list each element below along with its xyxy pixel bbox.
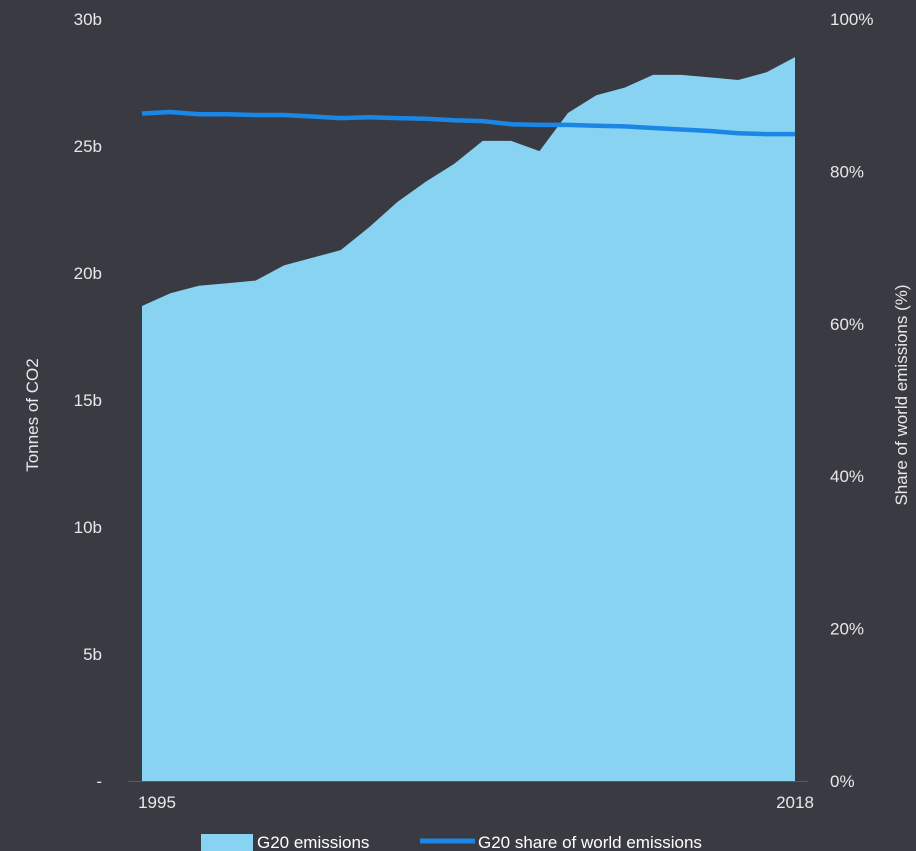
right-tick-label: 100% [830, 10, 873, 29]
legend-label-area: G20 emissions [257, 833, 369, 851]
right-tick-label: 0% [830, 772, 855, 791]
right-axis-title: Share of world emissions (%) [892, 284, 911, 505]
series-area-g20-emissions [142, 57, 795, 782]
legend-label-line: G20 share of world emissions [478, 833, 702, 851]
right-tick-label: 60% [830, 315, 864, 334]
legend: G20 emissions G20 share of world emissio… [201, 833, 702, 851]
right-tick-label: 40% [830, 467, 864, 486]
left-tick-label: 25b [74, 137, 102, 156]
x-tick-label: 1995 [138, 793, 176, 812]
left-axis-ticks: - 5b 10b 15b 20b 25b 30b [74, 10, 102, 791]
left-axis-title: Tonnes of CO2 [23, 358, 42, 471]
left-tick-label: 5b [83, 645, 102, 664]
left-tick-label: 10b [74, 518, 102, 537]
legend-swatch-area [201, 834, 253, 851]
left-tick-label: 20b [74, 264, 102, 283]
series-line-g20-share [141, 109, 795, 137]
left-tick-label: 15b [74, 391, 102, 410]
right-tick-label: 20% [830, 620, 864, 639]
plot-area [141, 57, 795, 782]
right-tick-label: 80% [830, 162, 864, 181]
left-tick-label: - [96, 772, 102, 791]
left-tick-label: 30b [74, 10, 102, 29]
right-axis-ticks: 0% 20% 40% 60% 80% 100% [830, 10, 873, 791]
x-axis-ticks: 1995 2018 [138, 793, 814, 812]
x-tick-label: 2018 [776, 793, 814, 812]
